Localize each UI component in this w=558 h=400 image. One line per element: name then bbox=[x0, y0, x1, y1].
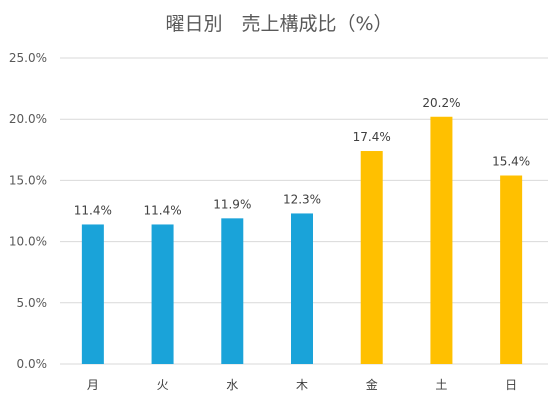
x-axis-ticks: 月火水木金土日 bbox=[87, 377, 517, 392]
chart-title: 曜日別 売上構成比（%） bbox=[165, 13, 392, 35]
data-label: 12.3% bbox=[283, 192, 321, 206]
bar bbox=[360, 151, 383, 364]
x-tick-label: 火 bbox=[157, 378, 169, 392]
x-tick-label: 日 bbox=[505, 378, 517, 392]
x-tick-label: 木 bbox=[296, 378, 308, 392]
bar bbox=[291, 213, 313, 364]
bar bbox=[81, 224, 104, 364]
data-label: 15.4% bbox=[492, 155, 530, 169]
data-label: 11.9% bbox=[213, 197, 251, 211]
data-label: 11.4% bbox=[144, 203, 182, 217]
y-tick-label: 25.0% bbox=[9, 51, 47, 65]
y-tick-label: 5.0% bbox=[17, 296, 48, 310]
y-tick-label: 10.0% bbox=[9, 235, 47, 249]
x-tick-label: 土 bbox=[435, 378, 447, 392]
x-tick-label: 月 bbox=[87, 378, 99, 392]
y-tick-label: 15.0% bbox=[9, 173, 47, 187]
x-tick-label: 水 bbox=[226, 378, 238, 392]
x-tick-label: 金 bbox=[366, 377, 378, 392]
data-label: 20.2% bbox=[422, 96, 460, 110]
bars bbox=[81, 116, 523, 364]
bar bbox=[500, 175, 523, 364]
data-label: 17.4% bbox=[353, 130, 391, 144]
y-tick-label: 20.0% bbox=[9, 112, 47, 126]
bar bbox=[221, 218, 244, 364]
data-labels: 11.4% 11.4% 11.9% 12.3% 17.4% 20.2% 15.4% bbox=[74, 96, 530, 218]
data-label: 11.4% bbox=[74, 203, 112, 217]
bar bbox=[151, 224, 174, 364]
bar bbox=[430, 116, 453, 364]
y-tick-label: 0.0% bbox=[17, 357, 48, 371]
y-axis-ticks: 0.0% 5.0% 10.0% 15.0% 20.0% 25.0% bbox=[9, 51, 47, 371]
